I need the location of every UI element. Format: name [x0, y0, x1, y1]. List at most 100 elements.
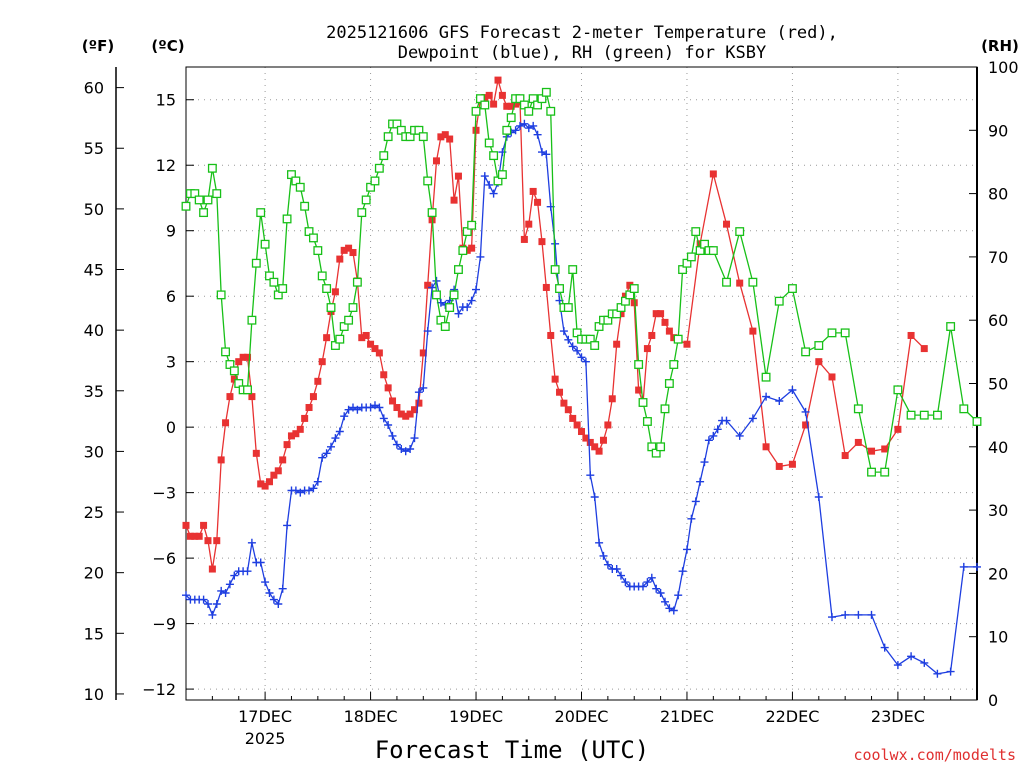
- temperature-point: [595, 447, 603, 455]
- temperature-point: [608, 395, 616, 403]
- rh-point: [335, 334, 345, 344]
- rh-point: [787, 284, 797, 293]
- dewpoint-point: [687, 514, 696, 523]
- x-axis-title: Forecast Time (UTC): [375, 736, 650, 764]
- temperature-point: [709, 170, 717, 178]
- dewpoint-point: [581, 357, 590, 366]
- dewpoint-point: [388, 431, 397, 440]
- dewpoint-point: [595, 538, 604, 547]
- unit-label-celsius: (ºC): [151, 37, 184, 55]
- rh-point: [194, 195, 204, 205]
- y-tick-label-rh: 10: [988, 628, 1008, 647]
- rh-point: [432, 290, 441, 300]
- temperature-point: [868, 447, 876, 455]
- dewpoint-point: [542, 150, 551, 159]
- rh-point: [313, 246, 323, 256]
- dewpoint-point: [371, 401, 379, 410]
- dewpoint-point: [529, 121, 538, 130]
- series-rh: [181, 87, 982, 477]
- temperature-point: [578, 428, 585, 436]
- temperature-point: [235, 358, 243, 366]
- temperature-point: [375, 349, 383, 357]
- temperature-point: [635, 386, 643, 394]
- rh-point: [568, 265, 578, 275]
- dewpoint-point: [920, 658, 929, 667]
- dewpoint-point: [907, 652, 916, 661]
- rh-point: [216, 290, 226, 300]
- rh-point: [502, 125, 512, 135]
- dewpoint-point: [621, 578, 630, 587]
- rh-point: [761, 372, 771, 382]
- temperature-point: [217, 456, 225, 464]
- dewpoint-point: [788, 386, 797, 394]
- dewpoint-point: [599, 551, 608, 560]
- temperature-point: [182, 521, 190, 529]
- temperature-point: [200, 521, 208, 529]
- rh-point: [348, 303, 358, 312]
- temperature-point: [560, 399, 568, 407]
- rh-point: [352, 277, 362, 287]
- temperature-point: [270, 471, 278, 479]
- temperature-point: [419, 349, 427, 357]
- y-tick-label-rh: 70: [988, 248, 1008, 267]
- temperature-point: [195, 532, 203, 540]
- rh-point: [449, 290, 459, 300]
- rh-point: [893, 385, 903, 395]
- dewpoint-point: [893, 661, 902, 670]
- temperature-point: [599, 436, 607, 444]
- rh-point: [656, 442, 666, 452]
- temperature-point: [446, 135, 454, 143]
- rh-point: [282, 214, 292, 224]
- temperature-point: [358, 334, 366, 342]
- y-tick-label-c: 12: [156, 156, 176, 175]
- credit-link[interactable]: coolwx.com/modelts: [853, 746, 1016, 764]
- temperature-point: [569, 414, 577, 422]
- dewpoint-point: [480, 172, 489, 181]
- y-tick-label-f: 45: [84, 261, 104, 280]
- rh-point: [383, 132, 393, 142]
- dewpoint-point: [678, 567, 687, 576]
- rh-point: [959, 404, 969, 414]
- dewpoint-point: [397, 445, 406, 453]
- temperature-point: [529, 187, 537, 195]
- y-tick-label-rh: 0: [988, 691, 998, 710]
- temperature-point: [643, 345, 651, 353]
- temperature-point: [287, 432, 295, 440]
- y-tick-label-c: 0: [166, 418, 176, 437]
- dewpoint-point: [652, 584, 661, 593]
- temperature-point: [305, 404, 313, 412]
- rh-point: [673, 334, 683, 344]
- dewpoint-point: [283, 521, 292, 530]
- rh-point: [256, 208, 266, 218]
- dewpoint-point: [854, 610, 863, 619]
- rh-point: [295, 182, 305, 192]
- temperature-point: [494, 76, 502, 84]
- temperature-point: [512, 100, 520, 108]
- dewpoint-point: [643, 578, 652, 587]
- dewpoint-point: [335, 427, 344, 436]
- rh-point: [972, 417, 982, 426]
- dewpoint-point: [375, 403, 384, 412]
- temperature-point: [723, 220, 731, 228]
- temperature-point: [802, 421, 810, 429]
- dewpoint-point: [199, 595, 208, 604]
- temperature-point: [204, 537, 212, 545]
- y-tick-label-f: 35: [84, 382, 104, 401]
- rh-point: [867, 467, 876, 477]
- temperature-point: [657, 310, 665, 318]
- dewpoint-point: [696, 477, 705, 486]
- temperature-point: [450, 196, 458, 204]
- rh-point: [722, 277, 731, 287]
- y-tick-label-rh: 60: [988, 311, 1008, 330]
- temperature-point: [323, 334, 331, 342]
- rh-point: [199, 208, 209, 218]
- rh-point: [427, 208, 437, 218]
- x-year-label: 2025: [245, 729, 286, 748]
- rh-point: [207, 163, 217, 173]
- y-tick-label-rh: 90: [988, 121, 1008, 140]
- rh-point: [801, 347, 811, 357]
- y-tick-label-f: 10: [84, 685, 104, 704]
- dewpoint-point: [564, 335, 573, 344]
- dewpoint-point: [327, 442, 335, 451]
- dewpoint-point: [801, 407, 810, 416]
